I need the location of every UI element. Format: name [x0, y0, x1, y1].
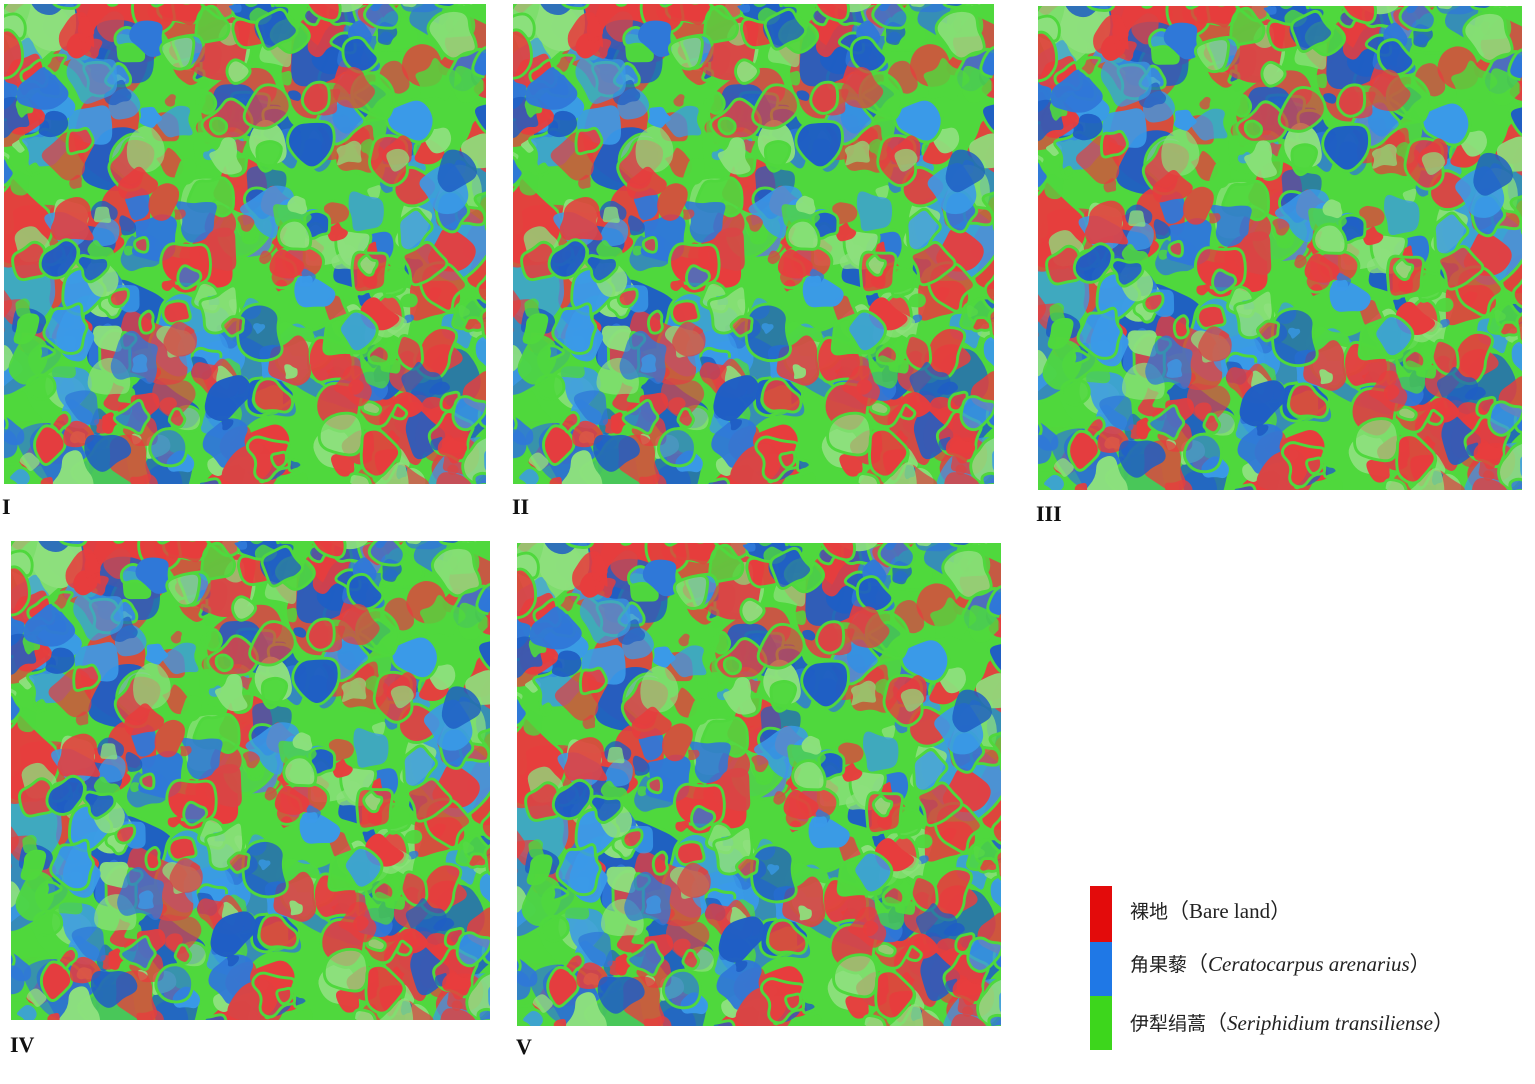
map-panel-iv — [11, 541, 490, 1020]
legend-label-bare-land: 裸地（Bare land） — [1130, 895, 1291, 925]
legend-zh: 裸地 — [1130, 901, 1169, 923]
legend-label-seriphidium: 伊犁绢蒿（Seriphidium transiliense） — [1130, 1007, 1454, 1037]
legend-open-paren: （ — [1187, 952, 1209, 976]
legend: 裸地（Bare land） 角果藜（Ceratocarpus arenarius… — [1090, 886, 1530, 1050]
vegetation-map — [513, 4, 994, 484]
legend-close-paren: ） — [1270, 899, 1292, 923]
map-panel-ii — [513, 4, 994, 484]
legend-zh: 角果藜 — [1130, 954, 1188, 976]
panel-label-iv: IV — [10, 1032, 35, 1057]
legend-latin: Seriphidium transiliense — [1227, 1011, 1433, 1035]
legend-swatch-seriphidium — [1090, 996, 1112, 1050]
vegetation-map — [4, 4, 486, 484]
vegetation-map — [517, 543, 1001, 1026]
legend-label-ceratocarpus: 角果藜（Ceratocarpus arenarius） — [1130, 948, 1431, 978]
legend-open-paren: （ — [1206, 1011, 1228, 1035]
map-panel-iii — [1038, 6, 1522, 490]
panel-label-iii: III — [1036, 501, 1062, 526]
map-panel-i — [4, 4, 486, 484]
panel-label-ii: II — [512, 494, 530, 519]
legend-latin: Bare land — [1189, 899, 1271, 923]
legend-swatch-ceratocarpus — [1090, 942, 1112, 996]
vegetation-map — [1038, 6, 1522, 490]
legend-close-paren: ） — [1409, 952, 1431, 976]
vegetation-map — [11, 541, 490, 1020]
legend-swatch-bare-land — [1090, 886, 1112, 942]
legend-zh: 伊犁绢蒿 — [1130, 1013, 1207, 1035]
legend-latin: Ceratocarpus arenarius — [1208, 952, 1410, 976]
map-panel-v — [517, 543, 1001, 1026]
legend-close-paren: ） — [1432, 1011, 1454, 1035]
panel-label-v: V — [516, 1034, 532, 1059]
legend-open-paren: （ — [1168, 899, 1190, 923]
panel-label-i: I — [2, 494, 11, 519]
